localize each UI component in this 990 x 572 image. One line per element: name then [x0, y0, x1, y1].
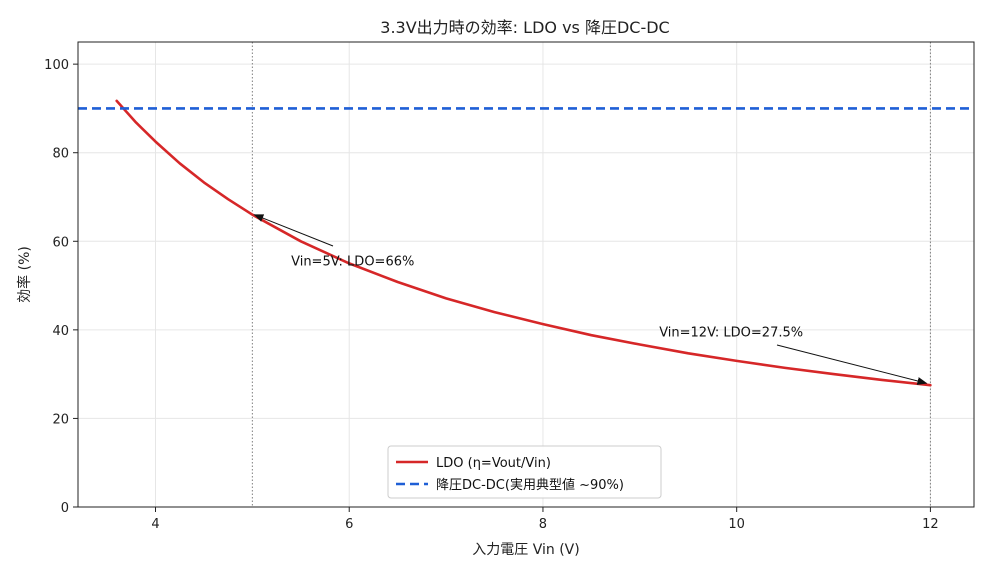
chart-title: 3.3V出力時の効率: LDO vs 降圧DC-DC — [380, 18, 669, 37]
series-layer — [78, 99, 974, 387]
y-axis-label: 効率 (%) — [16, 246, 33, 303]
annotation-arrow — [253, 214, 334, 247]
y-tick-label: 80 — [52, 147, 69, 162]
legend-frame — [387, 445, 662, 499]
annotations: Vin=5V: LDO=66% Vin=12V: LDO=27.5% — [253, 214, 928, 385]
x-tick-label: 6 — [345, 517, 353, 532]
annotation-label: Vin=12V: LDO=27.5% — [659, 326, 803, 341]
grid — [78, 42, 974, 508]
x-tick-label: 10 — [728, 517, 745, 532]
reference-lines — [251, 42, 931, 507]
x-tick-label: 8 — [539, 517, 547, 532]
y-tick-label: 0 — [61, 501, 69, 516]
ticks: 4 6 8 10 12 0 20 40 60 80 100 — [44, 58, 939, 532]
y-tick-label: 60 — [52, 235, 69, 250]
y-tick-label: 20 — [52, 412, 69, 427]
legend-label-dcdc: 降圧DC-DC(実用典型値 ~90%) — [436, 477, 624, 493]
x-tick-label: 4 — [151, 517, 159, 532]
annotation-label: Vin=5V: LDO=66% — [291, 255, 414, 270]
annotation-arrow — [776, 344, 928, 385]
legend-label-ldo: LDO (η=Vout/Vin) — [436, 456, 551, 471]
plot-frame — [77, 41, 975, 508]
y-tick-label: 40 — [52, 324, 69, 339]
x-axis-label: 入力電圧 Vin (V) — [472, 542, 579, 558]
ldo-efficiency-line — [115, 99, 932, 387]
legend: LDO (η=Vout/Vin) 降圧DC-DC(実用典型値 ~90%) — [387, 445, 662, 499]
y-tick-label: 100 — [44, 58, 69, 73]
x-tick-label: 12 — [922, 517, 939, 532]
